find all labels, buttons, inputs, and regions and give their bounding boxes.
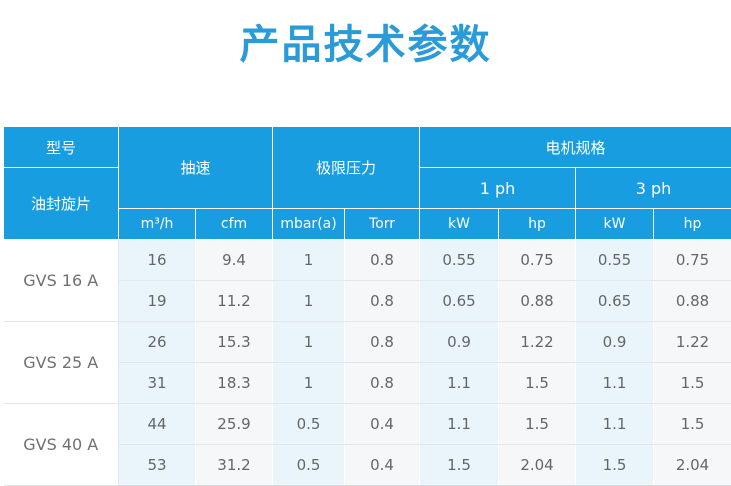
cell-pressure-torr: 0.4: [344, 444, 421, 486]
page-title: 产品技术参数: [239, 22, 492, 68]
table-header: 型号 抽速 极限压力 电机规格 油封旋片 1 ph 3 ph m³/h cfm …: [3, 126, 731, 240]
model-cell: GVS 40 A: [3, 403, 119, 486]
cell-3ph-kw: 0.55: [575, 239, 655, 281]
cell-pressure-torr: 0.8: [344, 362, 421, 404]
table-row: 53 31.2 0.5 0.4 1.5 2.04 1.5 2.04: [4, 444, 731, 486]
header-single-phase: 1 ph: [419, 167, 577, 209]
cell-speed-cfm: 25.9: [195, 403, 274, 445]
cell-1ph-hp: 1.5: [498, 403, 577, 445]
cell-pressure-mbar: 1: [272, 362, 346, 404]
header-motor-spec: 电机规格: [419, 126, 731, 168]
cell-1ph-hp: 2.04: [498, 444, 577, 486]
cell-speed-cfm: 9.4: [195, 239, 274, 281]
cell-1ph-kw: 0.9: [419, 321, 500, 363]
unit-hp-1ph: hp: [498, 208, 577, 240]
table-row: GVS 25 A 26 15.3 1 0.8 0.9 1.22 0.9 1.22: [3, 321, 731, 404]
cell-3ph-kw: 1.1: [575, 362, 655, 404]
cell-pressure-mbar: 0.5: [272, 403, 346, 445]
cell-1ph-hp: 1.5: [498, 362, 577, 404]
cell-speed-cfm: 18.3: [195, 362, 274, 404]
model-cell: GVS 16 A: [3, 239, 119, 322]
unit-m3h: m³/h: [118, 208, 196, 240]
cell-speed-m3h: 53: [118, 444, 196, 486]
cell-speed-cfm: 15.3: [195, 321, 274, 363]
table-row: GVS 16 A 16 9.4 1 0.8 0.55 0.75 0.55 0.7…: [3, 239, 731, 322]
header-pump-type: 油封旋片: [3, 167, 119, 240]
cell-3ph-hp: 0.88: [653, 280, 731, 322]
cell-1ph-kw: 1.1: [419, 362, 500, 404]
header-three-phase: 3 ph: [575, 167, 731, 209]
cell-pressure-torr: 0.8: [344, 239, 421, 281]
cell-1ph-hp: 0.75: [498, 239, 577, 281]
unit-mbar: mbar(a): [272, 208, 346, 240]
cell-1ph-kw: 0.65: [419, 280, 500, 322]
cell-1ph-hp: 1.22: [498, 321, 577, 363]
cell-speed-m3h: 16: [118, 239, 196, 281]
cell-3ph-hp: 0.75: [653, 239, 731, 281]
cell-3ph-kw: 1.5: [575, 444, 655, 486]
cell-pressure-torr: 0.8: [344, 280, 421, 322]
table-row: 31 18.3 1 0.8 1.1 1.5 1.1 1.5: [4, 362, 731, 404]
table-row: GVS 40 A 44 25.9 0.5 0.4 1.1 1.5 1.1 1.5: [3, 403, 731, 486]
cell-1ph-kw: 1.1: [419, 403, 500, 445]
unit-kw-3ph: kW: [575, 208, 655, 240]
cell-1ph-kw: 1.5: [419, 444, 500, 486]
cell-3ph-hp: 2.04: [653, 444, 731, 486]
cell-pressure-torr: 0.4: [344, 403, 421, 445]
cell-speed-m3h: 19: [118, 280, 196, 322]
unit-cfm: cfm: [194, 208, 274, 240]
cell-3ph-hp: 1.5: [653, 362, 731, 404]
cell-1ph-kw: 0.55: [419, 239, 500, 281]
cell-1ph-hp: 0.88: [498, 280, 577, 322]
unit-torr: Torr: [344, 208, 421, 240]
cell-speed-m3h: 31: [118, 362, 196, 404]
cell-pressure-mbar: 0.5: [272, 444, 346, 486]
table-row: 19 11.2 1 0.8 0.65 0.88 0.65 0.88: [4, 280, 731, 322]
unit-hp-3ph: hp: [653, 208, 731, 240]
cell-3ph-kw: 0.65: [575, 280, 655, 322]
model-cell: GVS 25 A: [3, 321, 119, 404]
header-pumping-speed: 抽速: [117, 126, 274, 209]
unit-kw-1ph: kW: [419, 208, 500, 240]
cell-speed-cfm: 31.2: [195, 444, 274, 486]
cell-3ph-hp: 1.22: [653, 321, 731, 363]
cell-pressure-mbar: 1: [272, 321, 346, 363]
cell-speed-m3h: 44: [118, 403, 196, 445]
cell-3ph-kw: 1.1: [575, 403, 655, 445]
header-ultimate-pressure: 极限压力: [272, 126, 421, 209]
header-model: 型号: [3, 126, 119, 168]
cell-pressure-mbar: 1: [272, 239, 346, 281]
table-body: GVS 16 A 16 9.4 1 0.8 0.55 0.75 0.55 0.7…: [3, 239, 731, 486]
cell-pressure-mbar: 1: [272, 280, 346, 322]
cell-speed-m3h: 26: [118, 321, 196, 363]
cell-speed-cfm: 11.2: [195, 280, 274, 322]
spec-table: 型号 抽速 极限压力 电机规格 油封旋片 1 ph 3 ph m³/h cfm …: [3, 126, 731, 486]
cell-pressure-torr: 0.8: [344, 321, 421, 363]
cell-3ph-kw: 0.9: [575, 321, 655, 363]
cell-3ph-hp: 1.5: [653, 403, 731, 445]
